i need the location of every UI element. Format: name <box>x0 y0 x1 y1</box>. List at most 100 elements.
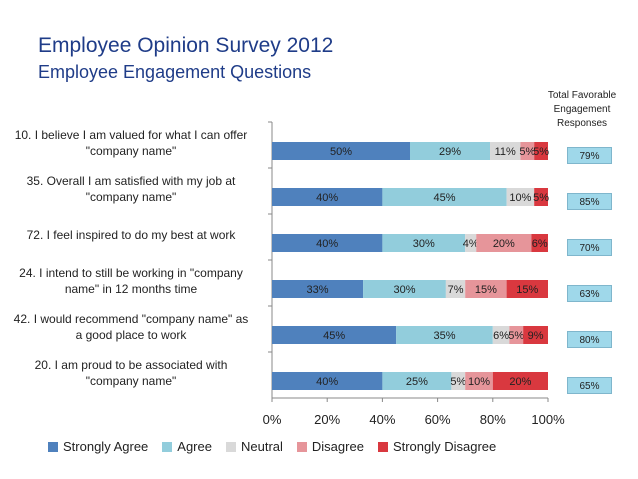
bar-segment <box>492 326 510 344</box>
bar-segment <box>445 280 466 298</box>
bar-segment <box>492 372 548 390</box>
legend-label: Neutral <box>240 439 283 454</box>
legend-swatch <box>48 442 58 452</box>
question-label-line: 35. Overall I am satisfied with my job a… <box>26 174 236 188</box>
legend-swatch <box>162 442 173 452</box>
bar-data-label: 25% <box>406 376 428 388</box>
total-favorable-value: 70% <box>567 239 612 256</box>
bar-data-label: 10% <box>509 192 531 204</box>
question-label-line: a good place to work <box>75 328 187 342</box>
x-tick-label: 40% <box>369 412 395 427</box>
bar-data-label: 5% <box>519 146 535 158</box>
bar-segment <box>465 234 477 252</box>
total-favorable-value: 65% <box>567 377 612 394</box>
bar-data-label: 15% <box>516 284 538 296</box>
bar-segment <box>531 234 548 252</box>
bar-segment <box>509 326 524 344</box>
total-favorable-header-line: Responses <box>556 118 608 129</box>
question-label-line: 20. I am proud to be associated with <box>34 358 228 372</box>
bar-data-label: 40% <box>316 376 338 388</box>
bar-data-label: 30% <box>393 284 415 296</box>
bar-segment <box>363 280 446 298</box>
total-favorable-value: 79% <box>567 147 612 164</box>
bar-data-label: 29% <box>439 146 461 158</box>
bar-segment <box>534 188 548 206</box>
bar-segment <box>451 372 466 390</box>
bar-data-label: 45% <box>433 192 455 204</box>
legend-item: Strongly Disagree <box>377 439 497 454</box>
question-label-line: "company name" <box>85 190 177 204</box>
bar-data-label: 45% <box>323 330 345 342</box>
bar-segment <box>520 142 535 160</box>
question-label: 35. Overall I am satisfied with my job a… <box>0 173 262 205</box>
bar-data-label: 15% <box>475 284 497 296</box>
x-tick-label: 0% <box>263 412 282 427</box>
question-label: 10. I believe I am valued for what I can… <box>0 127 262 159</box>
question-label: 42. I would recommend "company name" as a… <box>0 311 262 343</box>
legend-swatch <box>225 442 236 452</box>
legend-item: Disagree <box>296 439 364 454</box>
bar-segment <box>396 326 493 344</box>
chart-subtitle: Employee Engagement Questions <box>38 62 312 82</box>
x-tick-label: 60% <box>425 412 451 427</box>
x-tick-label: 20% <box>314 412 340 427</box>
bar-segment <box>465 372 493 390</box>
bar-segment <box>272 280 364 298</box>
total-favorable-header-line: Total Favorable <box>547 90 617 101</box>
legend-item: Agree <box>162 439 212 454</box>
total-favorable-value: 85% <box>567 193 612 210</box>
question-label-line: 42. I would recommend "company name" as <box>13 312 249 326</box>
bar-data-label: 5% <box>533 146 549 158</box>
bar-segment <box>476 234 532 252</box>
legend-swatch <box>377 442 388 452</box>
bar-data-label: 20% <box>509 376 531 388</box>
question-label: 20. I am proud to be associated with "com… <box>0 357 262 389</box>
legend-label: Agree <box>177 439 212 454</box>
bar-data-label: 20% <box>493 238 515 250</box>
legend-item: Neutral <box>225 439 283 454</box>
question-label: 24. I intend to still be working in "com… <box>0 265 262 297</box>
bar-segment <box>410 142 491 160</box>
legend-label: Strongly Agree <box>63 439 149 454</box>
bar-segment <box>506 188 535 206</box>
bar-data-label: 5% <box>508 330 524 342</box>
bar-segment <box>465 280 507 298</box>
legend-swatch <box>296 442 307 452</box>
bar-segment <box>506 280 548 298</box>
question-label-line: 24. I intend to still be working in "com… <box>19 266 243 280</box>
bar-data-label: 7% <box>448 284 464 296</box>
legend-label: Disagree <box>311 439 364 454</box>
legend-item: Strongly Agree <box>48 439 148 454</box>
bar-data-label: 30% <box>413 238 435 250</box>
total-favorable-header: Total Favorable Engagement Responses <box>540 89 624 131</box>
x-tick-label: 80% <box>480 412 506 427</box>
chart-title: Employee Opinion Survey 2012 <box>38 34 334 57</box>
question-label-line: "company name" <box>85 144 177 158</box>
bar-data-label: 9% <box>528 330 544 342</box>
question-label-line: 72. I feel inspired to do my best at wor… <box>26 228 236 242</box>
bar-segment <box>523 326 548 344</box>
total-favorable-value: 80% <box>567 331 612 348</box>
bar-segment <box>272 372 383 390</box>
bar-data-label: 5% <box>450 376 466 388</box>
question-label-line: 10. I believe I am valued for what I can… <box>14 128 248 142</box>
bar-segment <box>272 142 410 160</box>
question-label-line: "company name" <box>85 374 177 388</box>
bar-data-label: 35% <box>433 330 455 342</box>
bar-segment <box>534 142 548 160</box>
bar-data-label: 33% <box>307 284 329 296</box>
bar-segment <box>490 142 521 160</box>
bar-data-label: 10% <box>468 376 490 388</box>
bar-segment <box>272 188 383 206</box>
bar-segment <box>272 326 397 344</box>
total-favorable-value: 63% <box>567 285 612 302</box>
bar-data-label: 40% <box>316 192 338 204</box>
bar-data-label: 4% <box>463 238 479 250</box>
bar-data-label: 6% <box>532 238 548 250</box>
total-favorable-header-line: Engagement <box>553 104 611 115</box>
legend-label: Strongly Disagree <box>392 439 497 454</box>
bar-segment <box>382 372 452 390</box>
bar-data-label: 6% <box>493 330 509 342</box>
question-label-line: name" in 12 months time <box>64 282 198 296</box>
x-tick-label: 100% <box>531 412 565 427</box>
